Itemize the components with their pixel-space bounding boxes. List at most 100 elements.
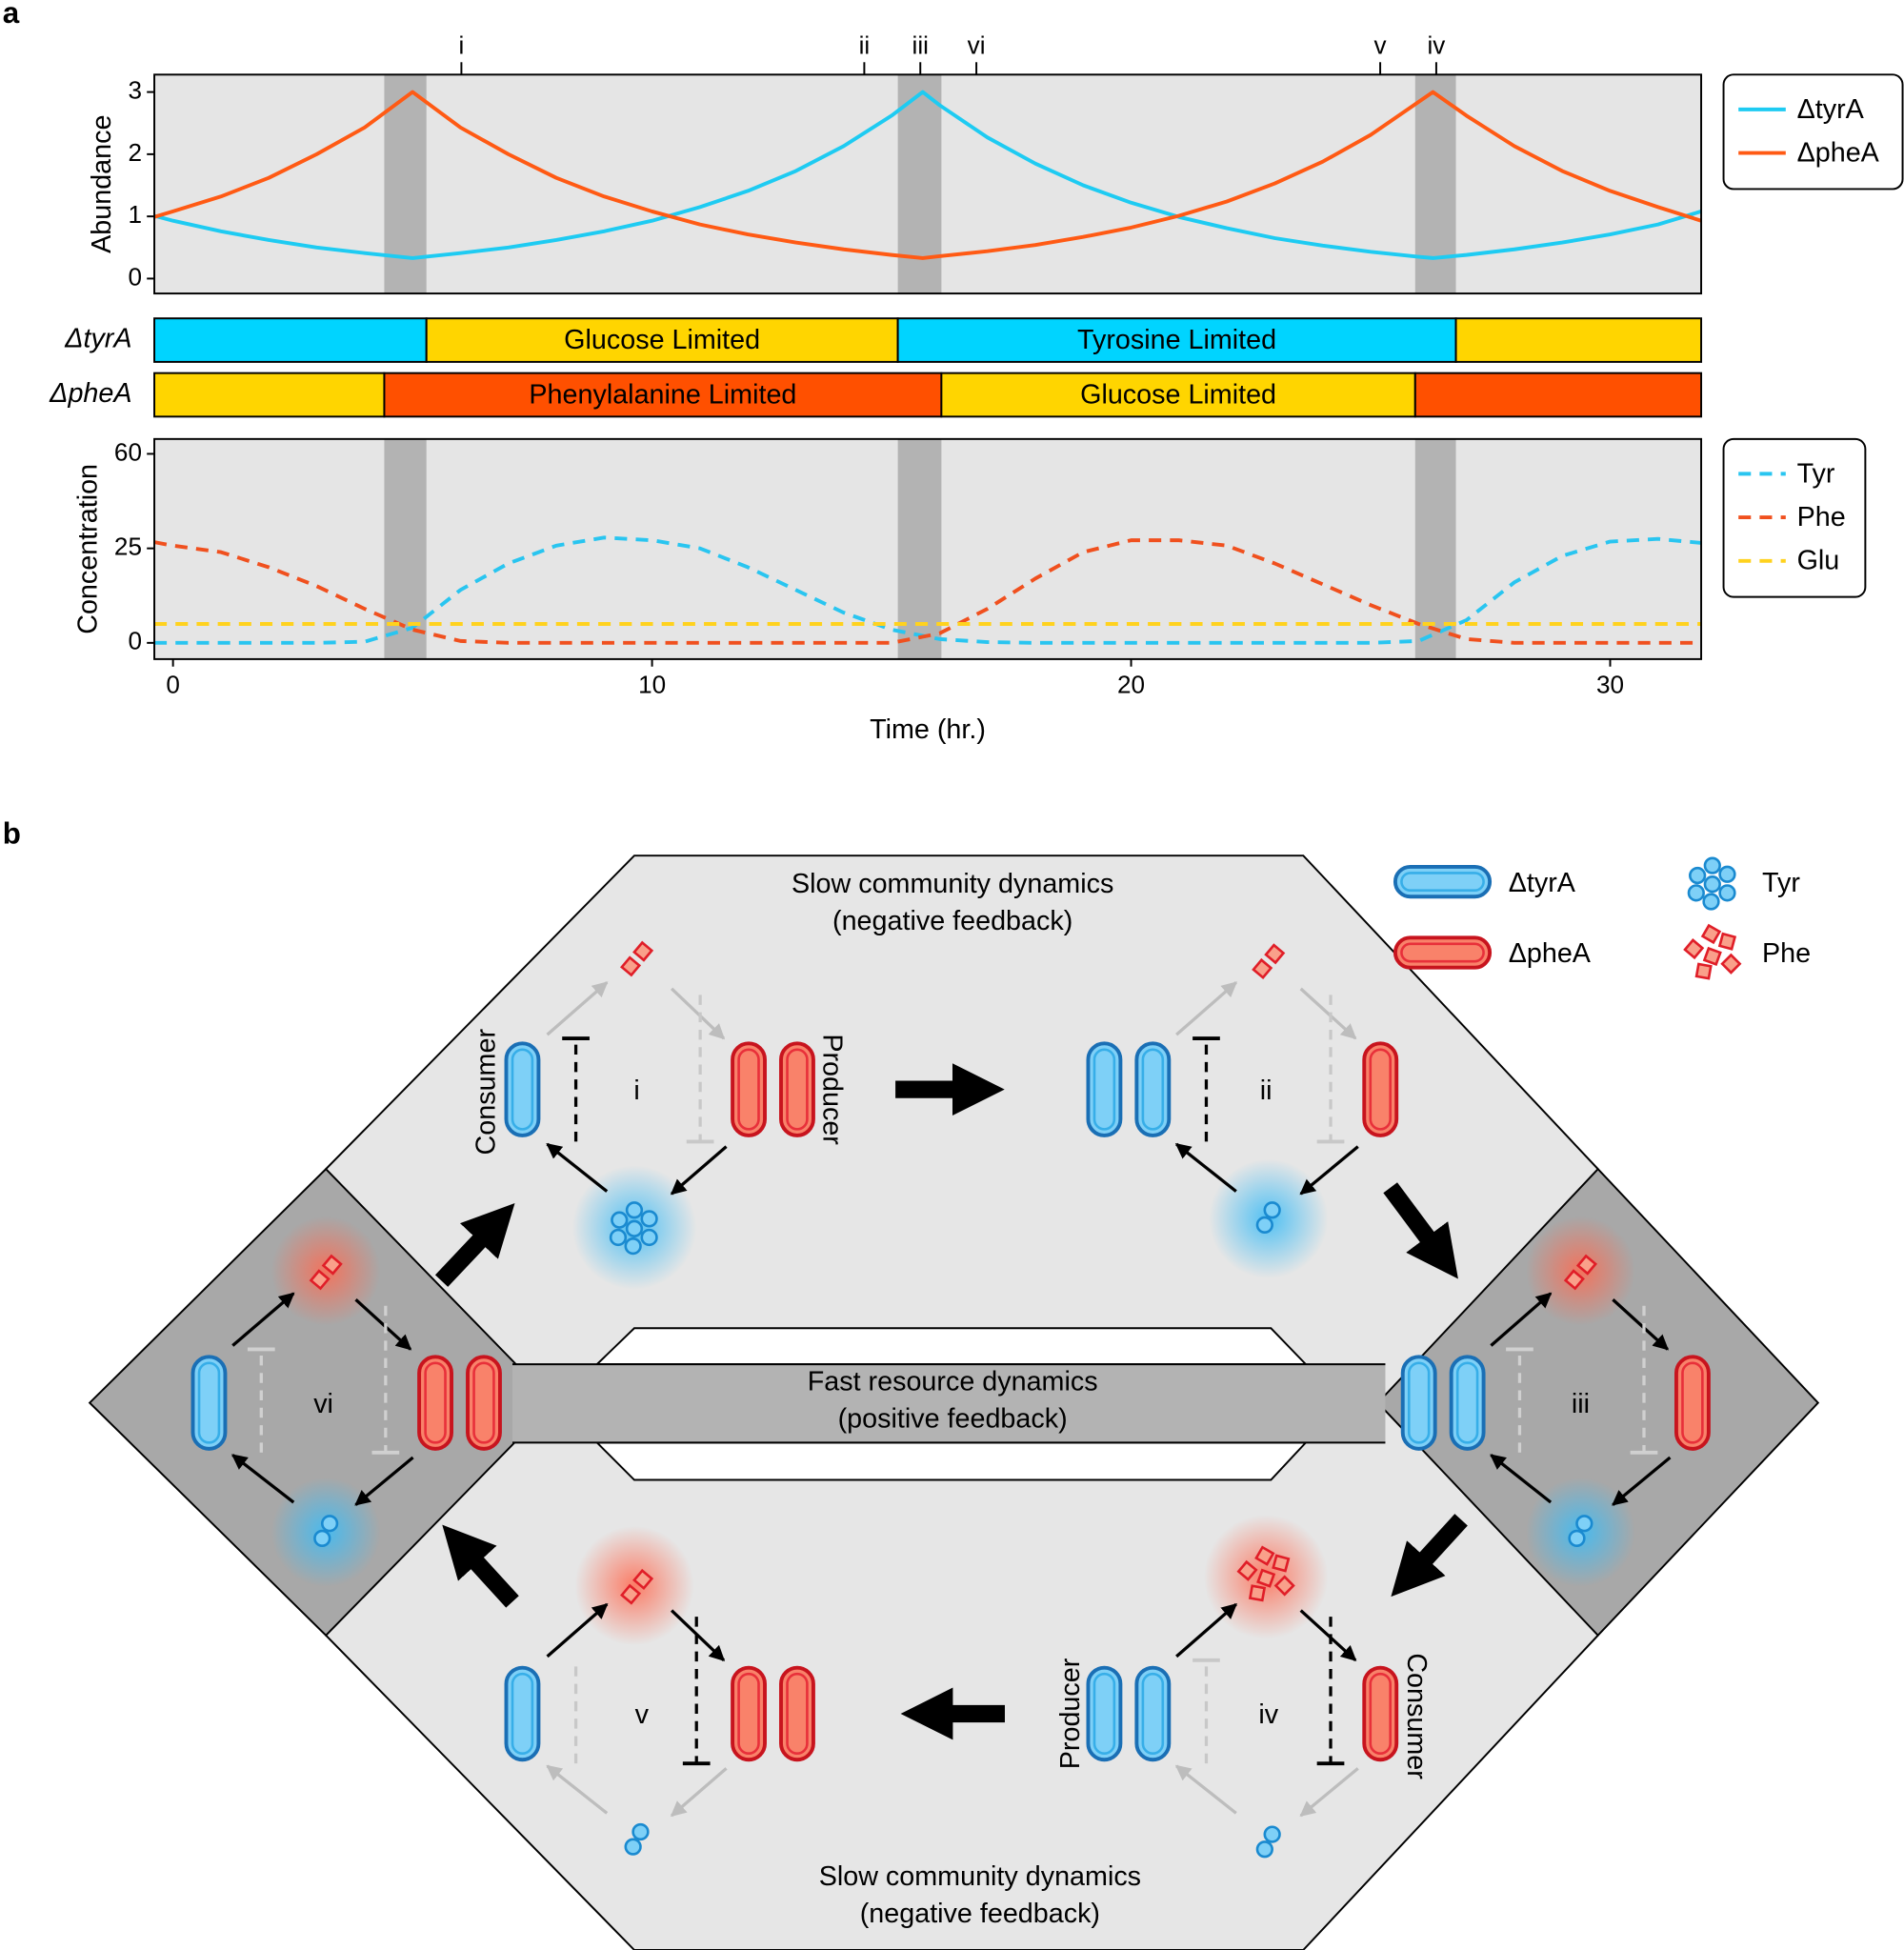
arrow <box>354 1298 412 1351</box>
legend-box <box>1722 73 1904 191</box>
cutout <box>594 1441 1309 1481</box>
panel-label: b <box>3 817 21 851</box>
diagram: Slow community dynamics (negative feedba… <box>88 854 1820 1950</box>
cell <box>1362 1665 1399 1762</box>
shaded-region <box>1414 74 1456 294</box>
y-tick-label: 0 <box>128 262 142 291</box>
arrow <box>1174 1142 1237 1193</box>
arrow <box>1299 1609 1357 1662</box>
segment-label: Glucose Limited <box>564 325 760 355</box>
role-label: Producer <box>1055 1658 1086 1769</box>
y-axis-label: Concentration <box>73 464 104 634</box>
cell <box>1086 1665 1123 1762</box>
arrow <box>1299 987 1357 1040</box>
y-tick-label: 1 <box>128 200 142 229</box>
series-line <box>153 90 1702 260</box>
region-title: Slow community dynamics <box>792 869 1113 899</box>
arrow <box>1299 1145 1359 1196</box>
cell <box>1400 1355 1437 1451</box>
arrow <box>546 1142 609 1193</box>
annotation: ii <box>859 30 871 59</box>
x-tick-label: 30 <box>1596 671 1624 699</box>
glow <box>271 1216 381 1326</box>
arrow <box>1612 1456 1672 1506</box>
y-tick-label: 2 <box>128 138 142 167</box>
legend-label: Phe <box>1762 938 1811 969</box>
series-line <box>153 90 1702 260</box>
limitation-segment <box>1413 372 1703 418</box>
cell <box>731 1665 767 1762</box>
region-title: (positive feedback) <box>838 1403 1068 1434</box>
plot-frame <box>153 73 1703 295</box>
annotation: iv <box>1427 30 1445 59</box>
resource-bar <box>512 1364 1386 1443</box>
limitation-segment <box>896 317 1457 363</box>
state-label: ii <box>1260 1076 1273 1106</box>
arrow <box>1175 1602 1238 1659</box>
legend-label: ΔpheA <box>1797 137 1880 168</box>
shaded-region <box>897 438 942 659</box>
state-label: iii <box>1572 1389 1590 1419</box>
annotation: v <box>1374 30 1387 59</box>
arrow <box>230 1454 295 1504</box>
cell <box>417 1355 454 1451</box>
limitation-segment <box>153 317 428 363</box>
x-tick-label: 0 <box>166 671 180 699</box>
arrow <box>231 1292 295 1347</box>
y-tick-label: 60 <box>114 437 142 466</box>
legend-cell <box>1393 935 1493 970</box>
arrow <box>1174 1764 1237 1815</box>
cutout <box>594 1327 1309 1366</box>
legend-label: Tyr <box>1797 458 1835 489</box>
y-tick-label: 3 <box>128 75 142 104</box>
glow <box>574 1525 694 1646</box>
arrow <box>1299 1767 1359 1818</box>
arrow <box>354 1456 414 1506</box>
shaded-region <box>384 438 427 659</box>
cell <box>190 1355 228 1451</box>
legend-cell <box>1393 864 1493 899</box>
arrow <box>546 981 609 1036</box>
legend-icon <box>1683 924 1741 980</box>
segment-label: Tyrosine Limited <box>1077 325 1276 355</box>
cell <box>779 1041 815 1137</box>
legend-label: Glu <box>1797 546 1840 576</box>
cell <box>731 1041 767 1137</box>
arrow <box>670 1767 728 1818</box>
segment-label: Phenylalanine Limited <box>529 379 796 410</box>
y-axis-label: Abundance <box>87 115 117 253</box>
role-label: Consumer <box>471 1029 501 1156</box>
arrow <box>670 1145 728 1196</box>
series-line <box>154 535 1702 645</box>
limitation-segment <box>1454 317 1703 363</box>
cell <box>1134 1041 1172 1137</box>
y-tick-label: 0 <box>128 627 142 655</box>
legend-label: Tyr <box>1762 868 1800 898</box>
segment-label: Glucose Limited <box>1080 379 1276 410</box>
cell <box>1674 1355 1711 1451</box>
x-tick-label: 10 <box>638 671 666 699</box>
y-tick-label: 25 <box>114 533 142 561</box>
cell <box>1086 1041 1123 1137</box>
state-label: i <box>633 1076 639 1106</box>
transition-arrow <box>434 1203 515 1287</box>
transition-region <box>1376 1167 1820 1638</box>
role-label: Producer <box>817 1034 848 1145</box>
arrow <box>546 1602 609 1659</box>
cell <box>466 1355 502 1451</box>
cell <box>1362 1041 1399 1137</box>
cell <box>1449 1355 1486 1451</box>
transition-region <box>88 1167 555 1638</box>
region-title: (negative feedback) <box>832 906 1072 936</box>
cell <box>1134 1665 1172 1762</box>
legend-label: ΔpheA <box>1509 938 1592 969</box>
arrow <box>1490 1292 1553 1347</box>
x-axis-label: Time (hr.) <box>870 714 986 745</box>
annotation: iii <box>912 30 929 59</box>
region-title: Fast resource dynamics <box>808 1366 1098 1397</box>
state-label: iv <box>1258 1699 1278 1730</box>
state-label: vi <box>313 1389 333 1419</box>
annotation: vi <box>968 30 986 59</box>
